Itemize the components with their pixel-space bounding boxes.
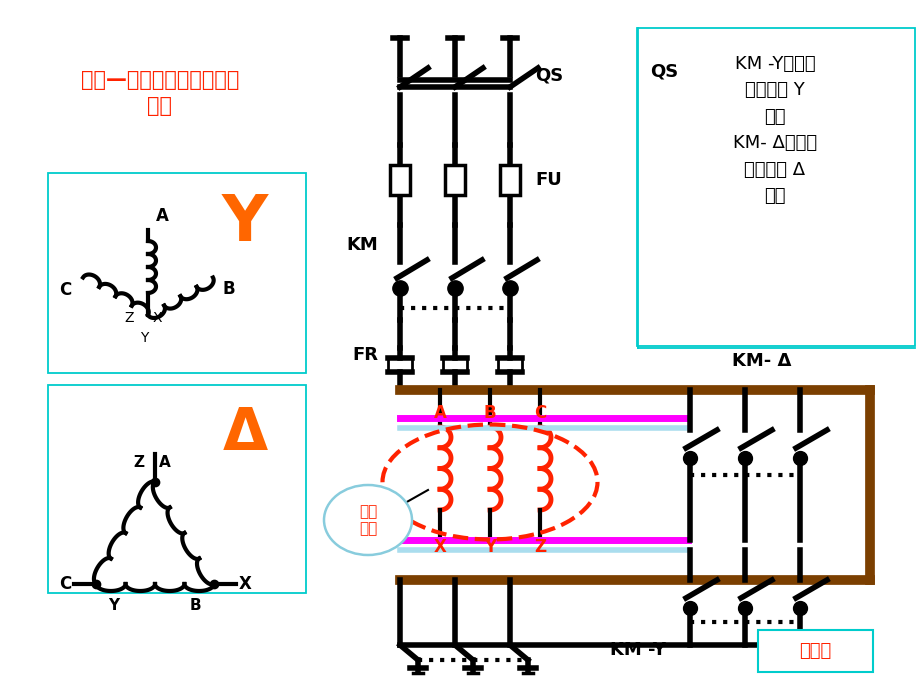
Text: A: A [156, 207, 169, 225]
Text: Y: Y [221, 192, 267, 254]
Text: 主电路: 主电路 [798, 642, 830, 660]
Text: Z: Z [533, 538, 546, 556]
Text: A: A [159, 455, 171, 470]
Text: B: B [190, 598, 201, 613]
Bar [499, 165, 519, 195]
Text: B: B [483, 404, 495, 422]
Text: B: B [222, 281, 235, 299]
Text: X: X [433, 538, 446, 556]
Text: KM- Δ: KM- Δ [732, 352, 791, 370]
Text: FU: FU [535, 171, 562, 189]
Text: Δ: Δ [222, 405, 267, 462]
Text: X: X [153, 311, 163, 325]
Text: Z: Z [124, 311, 134, 325]
Text: Y: Y [140, 331, 148, 345]
Text: C: C [59, 575, 71, 593]
Text: X: X [239, 575, 252, 593]
Text: Y: Y [483, 538, 495, 556]
Bar [390, 165, 410, 195]
Text: A: A [433, 404, 446, 422]
Bar [445, 165, 464, 195]
Text: KM: KM [346, 236, 378, 254]
Text: 电机
绕组: 电机 绕组 [358, 504, 377, 536]
Text: C: C [533, 404, 546, 422]
Text: 星形—三角形降压启动控制
线路: 星形—三角形降压启动控制 线路 [81, 70, 239, 117]
Text: C: C [59, 281, 71, 299]
Text: QS: QS [535, 66, 562, 84]
Bar [636, 28, 914, 346]
Text: KM -Y闭合，
电机接成 Y
形；
KM- Δ闭合，
电机接成 Δ
形。: KM -Y闭合， 电机接成 Y 形； KM- Δ闭合， 电机接成 Δ 形。 [732, 55, 816, 205]
Text: QS: QS [650, 62, 677, 80]
Text: Y: Y [108, 598, 119, 613]
Text: Z: Z [133, 455, 144, 470]
Ellipse shape [323, 485, 412, 555]
Text: FR: FR [352, 346, 378, 364]
Bar [48, 173, 306, 373]
Bar [48, 385, 306, 593]
Bar [757, 630, 872, 672]
Text: KM -Y: KM -Y [609, 641, 665, 659]
